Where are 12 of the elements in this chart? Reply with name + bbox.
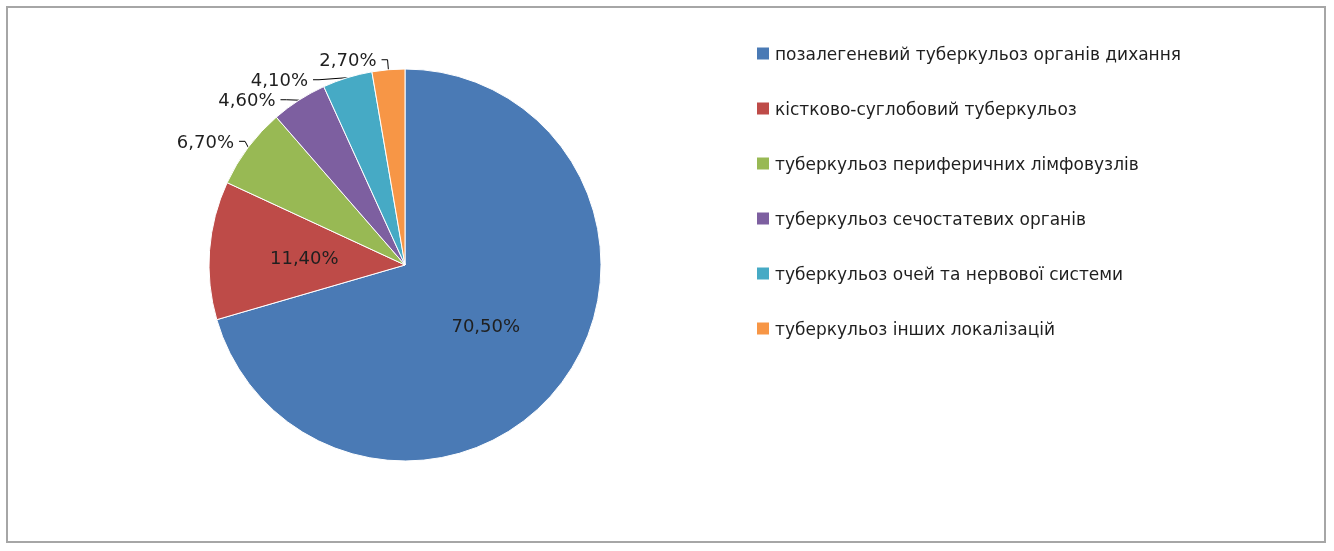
data-label: 70,50% bbox=[451, 315, 521, 337]
data-label: 4,10% bbox=[250, 69, 309, 91]
legend-label: кістково-суглобовий туберкульоз bbox=[775, 98, 1077, 119]
legend-label: туберкульоз периферичних лімфовузлів bbox=[775, 153, 1139, 174]
data-label: 2,70% bbox=[319, 49, 377, 71]
data-label: 4,60% bbox=[218, 89, 276, 111]
data-label: 11,40% bbox=[269, 246, 339, 268]
legend-label: туберкульоз сечостатевих органів bbox=[775, 208, 1086, 229]
legend-label: туберкульоз інших локалізацій bbox=[775, 318, 1056, 339]
legend-label: позалегеневий туберкульоз органів дихання bbox=[775, 43, 1182, 64]
data-label: 6,70% bbox=[176, 130, 235, 152]
legend-label: туберкульоз очей та нервової системи bbox=[775, 263, 1124, 284]
